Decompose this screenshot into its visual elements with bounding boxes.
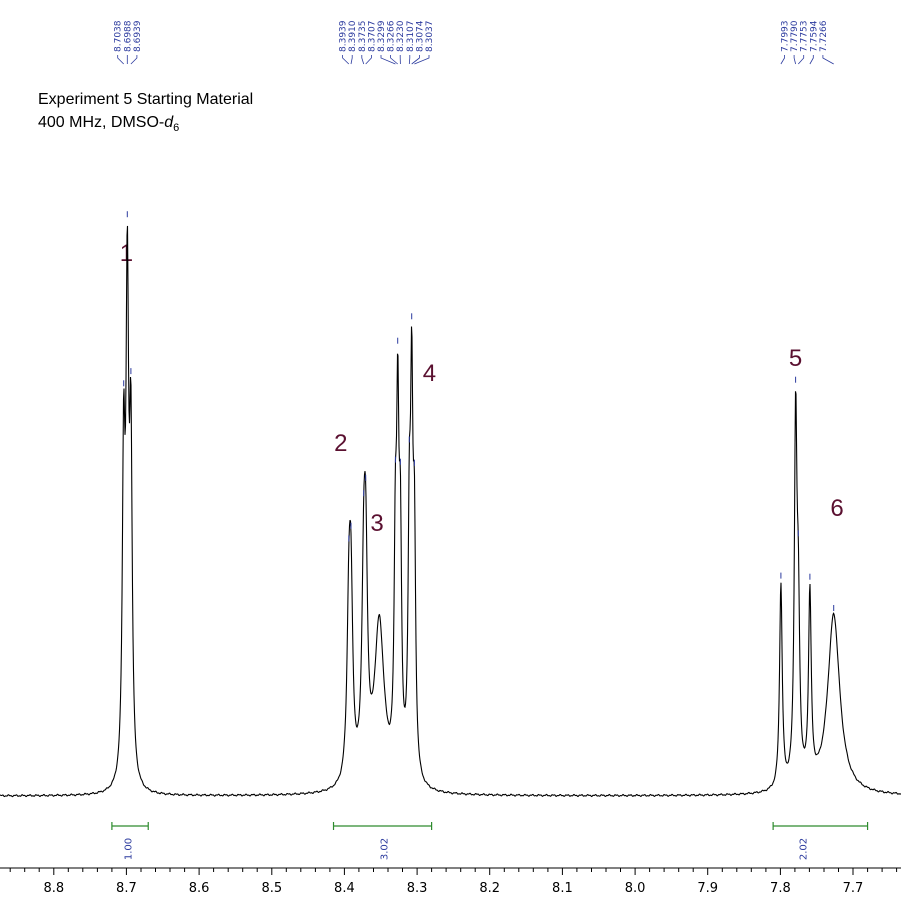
- x-tick-label: 8.4: [334, 881, 355, 896]
- integral-value-label: 2.02: [799, 838, 810, 860]
- x-tick-label: 8.1: [552, 881, 573, 896]
- peak-list-label: 8.3939: [339, 20, 349, 52]
- chart-subtitle: 400 MHz, DMSO-d6: [38, 114, 179, 134]
- peak-list-label: 7.7753: [800, 21, 810, 53]
- x-tick-label: 8.0: [625, 881, 646, 896]
- peak-list-label: 8.3910: [348, 20, 358, 52]
- x-axis: 8.8 8.7 8.6 8.5 8.4 8.3 8.2 8.1 8.0 7.9 7.8 7.7: [0, 867, 901, 896]
- peak-number-label: 3: [370, 510, 383, 537]
- peak-list-label: 8.3266: [387, 20, 397, 52]
- spectrum-line: [0, 225, 901, 798]
- subtitle-solvent: d: [164, 114, 174, 131]
- x-tick-label: 8.3: [407, 881, 428, 896]
- peak-list-connector: [380, 55, 396, 65]
- peak-list-label: 7.7790: [790, 20, 800, 52]
- peak-list-label: 7.7993: [781, 21, 791, 53]
- peak-list-labels: 8.7038 8.6988 8.6939 8.3939 8.3910 8.3735 8.37…: [114, 20, 834, 65]
- peak-list-label: 8.3037: [425, 21, 435, 53]
- x-tick-label: 7.7: [843, 881, 864, 896]
- x-tick-label: 8.5: [261, 881, 282, 896]
- peak-list-label: 8.3230: [396, 20, 406, 52]
- peak-list-connector: [365, 55, 372, 65]
- peak-list-connector: [350, 55, 353, 65]
- subtitle-subscript: 6: [173, 122, 179, 134]
- peak-list-connector: [414, 55, 430, 65]
- chart-title: Experiment 5 Starting Material: [38, 91, 253, 108]
- peak-list-connector: [822, 55, 834, 65]
- peak-list-connector: [798, 55, 805, 65]
- peak-list-connector: [117, 55, 124, 65]
- peak-number-label: 5: [789, 345, 802, 372]
- subtitle-prefix: 400 MHz, DMSO-: [38, 114, 164, 131]
- peak-list-connector: [809, 55, 814, 65]
- peak-list-label: 8.3107: [406, 21, 416, 53]
- peak-list-connector: [342, 55, 350, 65]
- peak-list-connector: [390, 55, 398, 65]
- x-tick-label: 8.8: [43, 881, 64, 896]
- peak-list-label: 7.7594: [809, 20, 819, 52]
- peak-number-label: 4: [423, 360, 436, 387]
- peak-list-connector: [411, 55, 420, 65]
- peak-list-label: 8.3074: [415, 20, 425, 52]
- integral-value-label: 3.02: [379, 838, 390, 860]
- peak-list-connector: [361, 55, 365, 65]
- peak-list-connector: [408, 55, 411, 65]
- peak-list-label: 8.6939: [133, 20, 143, 52]
- peak-list-connector: [130, 55, 138, 65]
- peak-list-connector: [780, 55, 785, 65]
- peak-list-label: 8.3707: [367, 21, 377, 53]
- x-tick-label: 7.8: [770, 881, 791, 896]
- x-tick-label: 7.9: [697, 881, 718, 896]
- x-tick-label: 8.2: [479, 881, 500, 896]
- peak-list-label: 8.3735: [358, 21, 368, 53]
- peak-list-connector: [793, 55, 796, 65]
- integral-regions: 1.00 3.02 2.02: [111, 822, 869, 860]
- x-tick-label: 8.6: [189, 881, 210, 896]
- peak-number-label: 2: [334, 430, 347, 457]
- peak-number-label: 6: [830, 495, 843, 522]
- peak-list-label: 8.6988: [123, 20, 133, 52]
- peak-list-label: 7.7266: [819, 20, 829, 52]
- x-tick-label: 8.7: [116, 881, 137, 896]
- peak-list-label: 8.3299: [377, 20, 387, 52]
- integral-value-label: 1.00: [124, 838, 135, 860]
- peak-list-label: 8.7038: [114, 20, 124, 52]
